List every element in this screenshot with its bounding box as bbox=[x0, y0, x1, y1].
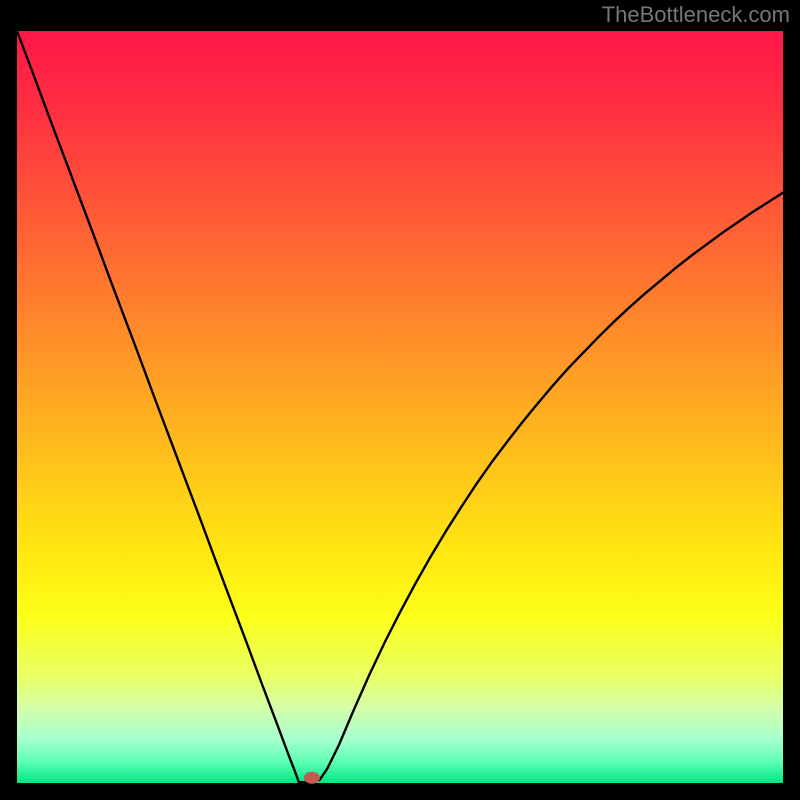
chart-gradient-background bbox=[17, 31, 783, 783]
bottleneck-chart bbox=[0, 0, 800, 800]
watermark-text: TheBottleneck.com bbox=[602, 2, 790, 28]
optimal-point-marker bbox=[304, 772, 320, 784]
